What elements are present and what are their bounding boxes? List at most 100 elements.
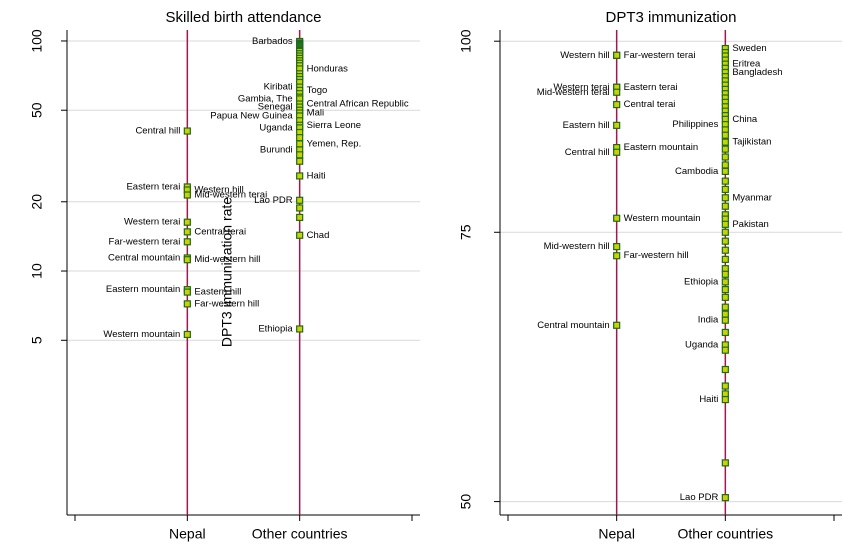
marker <box>183 228 191 236</box>
marker <box>613 242 621 251</box>
marker <box>613 121 621 129</box>
marker <box>721 237 729 245</box>
point-label: Uganda <box>685 339 719 350</box>
marker <box>721 310 729 318</box>
marker <box>721 278 729 286</box>
point-label: Western terai <box>124 217 180 228</box>
marker <box>613 148 621 156</box>
x-tick-label: Other countries <box>252 526 348 542</box>
marker <box>721 202 729 210</box>
y-tick-label: 100 <box>29 29 45 53</box>
marker <box>721 153 729 161</box>
x-tick-label: Nepal <box>169 526 206 542</box>
x-tick-label: Other countries <box>677 526 773 542</box>
marker <box>183 330 191 339</box>
marker <box>183 288 191 296</box>
marker <box>721 185 729 194</box>
marker <box>183 218 191 226</box>
marker <box>296 204 304 212</box>
point-label: Central hill <box>565 147 610 158</box>
marker <box>721 177 729 185</box>
point-label: Togo <box>307 85 328 96</box>
point-label: Mid-western terai <box>537 87 610 98</box>
point-label: Eastern hill <box>194 287 241 298</box>
marker <box>721 459 729 467</box>
y-tick-label: 10 <box>29 263 45 279</box>
point-label: Eastern terai <box>624 82 678 93</box>
y-axis-label: DPT3 immunization rate <box>219 197 235 347</box>
marker <box>296 213 304 222</box>
point-label: Honduras <box>307 63 348 74</box>
marker <box>721 145 729 153</box>
point-label: Papua New Guinea <box>210 110 293 121</box>
point-label: Mali <box>307 108 324 119</box>
point-label: Senegal <box>258 102 293 113</box>
y-tick-label: 50 <box>458 494 474 510</box>
marker <box>721 131 729 139</box>
marker <box>296 134 304 142</box>
point-label: Mid-western terai <box>194 190 267 201</box>
point-label: Pakistan <box>732 219 768 230</box>
marker <box>721 270 729 278</box>
point-label: Bangladesh <box>732 67 782 78</box>
point-label: Philippines <box>672 119 718 130</box>
marker <box>721 246 729 254</box>
point-label: Central hill <box>135 126 180 137</box>
marker <box>721 167 729 175</box>
point-label: Far-western terai <box>109 236 181 247</box>
point-label: Western mountain <box>103 329 180 340</box>
point-label: Far-western hill <box>194 298 259 309</box>
marker <box>721 346 729 354</box>
marker <box>296 196 304 204</box>
marker <box>721 382 729 390</box>
point-label: Western terai <box>553 82 609 93</box>
point-label: Central terai <box>624 99 676 110</box>
point-label: India <box>698 315 719 326</box>
point-label: Burundi <box>260 144 293 155</box>
marker <box>296 157 304 165</box>
point-label: Ethiopia <box>684 276 719 287</box>
marker <box>721 303 729 311</box>
marker <box>721 328 729 337</box>
chart-title: DPT3 immunization <box>606 9 737 26</box>
marker <box>296 140 304 148</box>
marker <box>721 220 729 228</box>
marker <box>721 161 729 169</box>
marker <box>296 231 304 239</box>
marker <box>721 494 729 502</box>
chart-title: Skilled birth attendance <box>166 9 322 26</box>
point-label: Far-western terai <box>624 50 696 61</box>
point-label: Central mountain <box>537 320 609 331</box>
marker <box>721 316 729 324</box>
point-label: Myanmar <box>732 192 772 203</box>
point-label: Mid-western hill <box>194 254 260 265</box>
marker <box>721 293 729 301</box>
point-label: Sierra Leone <box>307 120 361 131</box>
point-label: Lao PDR <box>680 492 719 503</box>
marker <box>613 214 621 222</box>
point-label: Eastern terai <box>126 181 180 192</box>
marker <box>183 238 191 246</box>
point-label: Lao PDR <box>254 195 293 206</box>
point-label: Cambodia <box>675 166 719 177</box>
point-label: Tajikistan <box>732 137 771 148</box>
point-label: Chad <box>307 230 330 241</box>
point-label: Sweden <box>732 43 766 54</box>
y-tick-label: 100 <box>458 29 474 53</box>
marker <box>183 191 191 199</box>
point-label: China <box>732 114 758 125</box>
marker <box>296 151 304 159</box>
marker <box>183 300 191 308</box>
x-tick-label: Nepal <box>598 526 635 542</box>
point-label: Eastern hill <box>563 120 610 131</box>
marker <box>721 395 729 404</box>
point-label: Central African Republic <box>307 99 409 110</box>
point-label: Western hill <box>560 50 609 61</box>
marker <box>721 365 729 374</box>
point-label: Yemen, Rep. <box>307 138 362 149</box>
marker <box>296 172 304 180</box>
marker <box>721 194 729 202</box>
point-label: Gambia, The <box>238 93 293 104</box>
y-tick-label: 75 <box>458 224 474 240</box>
marker <box>613 100 621 109</box>
